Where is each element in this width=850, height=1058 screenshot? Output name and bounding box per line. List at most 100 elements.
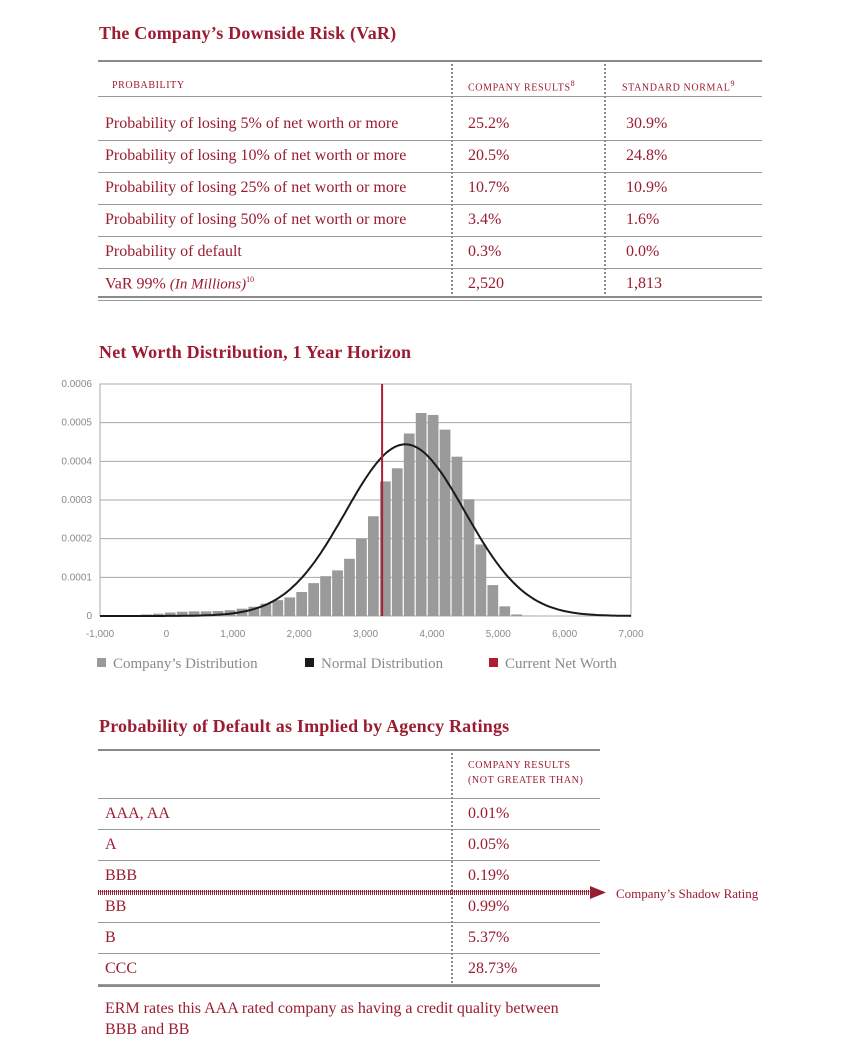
table-top-rule [98, 60, 762, 62]
histogram-bar [499, 606, 511, 616]
histogram-bar [296, 592, 308, 616]
histogram-bar [511, 614, 523, 616]
histogram-bar [415, 413, 427, 616]
normal-distribution-curve [100, 443, 632, 617]
rating-label: A [105, 836, 117, 853]
histogram-bar [284, 597, 296, 616]
y-tick-label: 0.0003 [61, 495, 92, 506]
histogram-bar [427, 414, 439, 616]
row-label: Probability of losing 5% of net worth or… [105, 115, 399, 132]
histogram-bar [320, 576, 331, 616]
table-row: VaR 99% (In Millions)10 2,520 1,813 [98, 268, 762, 301]
y-tick-label: 0.0006 [61, 379, 92, 390]
normal-value: 0.0% [626, 243, 660, 260]
company-value: 2,520 [468, 275, 504, 292]
histogram-bar [164, 612, 176, 616]
row-label: Probability of default [105, 243, 242, 260]
histogram-bar [260, 603, 272, 616]
histogram-bar [308, 583, 320, 616]
header-probability: probability [112, 80, 185, 91]
shadow-rating-label: Company’s Shadow Rating [616, 886, 759, 901]
shadow-rating-arrow [98, 886, 606, 899]
normal-value: 24.8% [626, 147, 668, 164]
legend-normal: Normal Distribution [305, 656, 443, 673]
row-label: Probability of losing 50% of net worth o… [105, 211, 407, 228]
x-tick-label: 6,000 [552, 629, 577, 640]
company-value: 25.2% [468, 115, 510, 132]
histogram-bar [439, 429, 451, 616]
footnote-mark: 10 [246, 275, 255, 284]
histogram-bar [391, 468, 403, 616]
table-row: Probability of default 0.3% 0.0% [98, 236, 762, 269]
normal-value: 1.6% [626, 211, 660, 228]
table-row: Probability of losing 5% of net worth or… [98, 108, 762, 141]
histogram-bar [367, 516, 379, 616]
rating-row: BB 0.99% [98, 892, 600, 923]
legend-swatch-gray [97, 658, 106, 667]
rating-row: A 0.05% [98, 830, 600, 861]
rating-label: BB [105, 898, 127, 915]
histogram-bar [475, 544, 487, 616]
ratings-header-line1: company results [468, 760, 571, 771]
x-tick-label: 1,000 [220, 629, 245, 640]
x-tick-label: -1,000 [86, 629, 115, 640]
y-tick-label: 0.0001 [61, 572, 92, 583]
rating-value: 28.73% [468, 960, 518, 977]
normal-value: 10.9% [626, 179, 668, 196]
rating-label: B [105, 929, 116, 946]
ratings-bottom-rule [98, 985, 600, 987]
histogram-bar [248, 606, 260, 616]
legend-company: Company’s Distribution [97, 656, 258, 673]
company-value: 0.3% [468, 243, 502, 260]
y-tick-label: 0.0002 [61, 534, 92, 545]
table-row: Probability of losing 10% of net worth o… [98, 140, 762, 173]
row-label-group: VaR 99% (In Millions)10 [105, 275, 254, 293]
column-divider [604, 60, 606, 298]
histogram-bar [176, 611, 188, 616]
rating-value: 0.05% [468, 836, 510, 853]
legend-swatch-red [489, 658, 498, 667]
company-value: 20.5% [468, 147, 510, 164]
row-label: VaR 99% [105, 275, 166, 293]
ratings-title: Probability of Default as Implied by Age… [99, 716, 510, 736]
histogram-bar [379, 481, 391, 616]
x-tick-label: 3,000 [353, 629, 378, 640]
histogram-bar [188, 611, 200, 616]
header-rule [98, 96, 762, 97]
table-row: Probability of losing 25% of net worth o… [98, 172, 762, 205]
company-value: 10.7% [468, 179, 510, 196]
rating-row: AAA, AA 0.01% [98, 799, 600, 830]
row-label-italic: (In Millions) [169, 276, 247, 293]
header-standard-normal: standard normal9 [622, 79, 736, 94]
rating-value: 5.37% [468, 929, 510, 946]
x-tick-label: 7,000 [618, 629, 643, 640]
row-label: Probability of losing 25% of net worth o… [105, 179, 407, 196]
row-label: Probability of losing 10% of net worth o… [105, 147, 407, 164]
normal-value: 1,813 [626, 275, 662, 292]
rating-row: CCC 28.73% [98, 954, 600, 985]
histogram-bar [212, 610, 224, 616]
company-value: 3.4% [468, 211, 502, 228]
ratings-top-rule [98, 749, 600, 751]
histogram-bar [463, 499, 475, 616]
y-tick-label: 0 [86, 611, 92, 622]
y-tick-label: 0.0005 [61, 418, 92, 429]
legend-swatch-black [305, 658, 314, 667]
x-tick-label: 2,000 [287, 629, 312, 640]
histogram-bar [403, 433, 415, 616]
rating-value: 0.19% [468, 867, 510, 884]
histogram-bar [332, 570, 343, 616]
rating-label: CCC [105, 960, 138, 977]
histogram-bar [200, 611, 212, 616]
x-tick-label: 4,000 [419, 629, 444, 640]
x-tick-label: 0 [164, 629, 170, 640]
chart-title: Net Worth Distribution, 1 Year Horizon [99, 342, 412, 362]
rating-value: 0.99% [468, 898, 510, 915]
column-divider [451, 60, 453, 298]
header-company-results: company results8 [468, 79, 576, 94]
ratings-column-divider [451, 749, 453, 987]
histogram-bar [152, 613, 164, 616]
histogram-bar [356, 538, 367, 616]
net-worth-chart: 0 0.0001 0.0002 0.0003 0.0004 0.0005 0.0006 -1,… [61, 379, 644, 640]
y-tick-label: 0.0004 [61, 456, 92, 467]
